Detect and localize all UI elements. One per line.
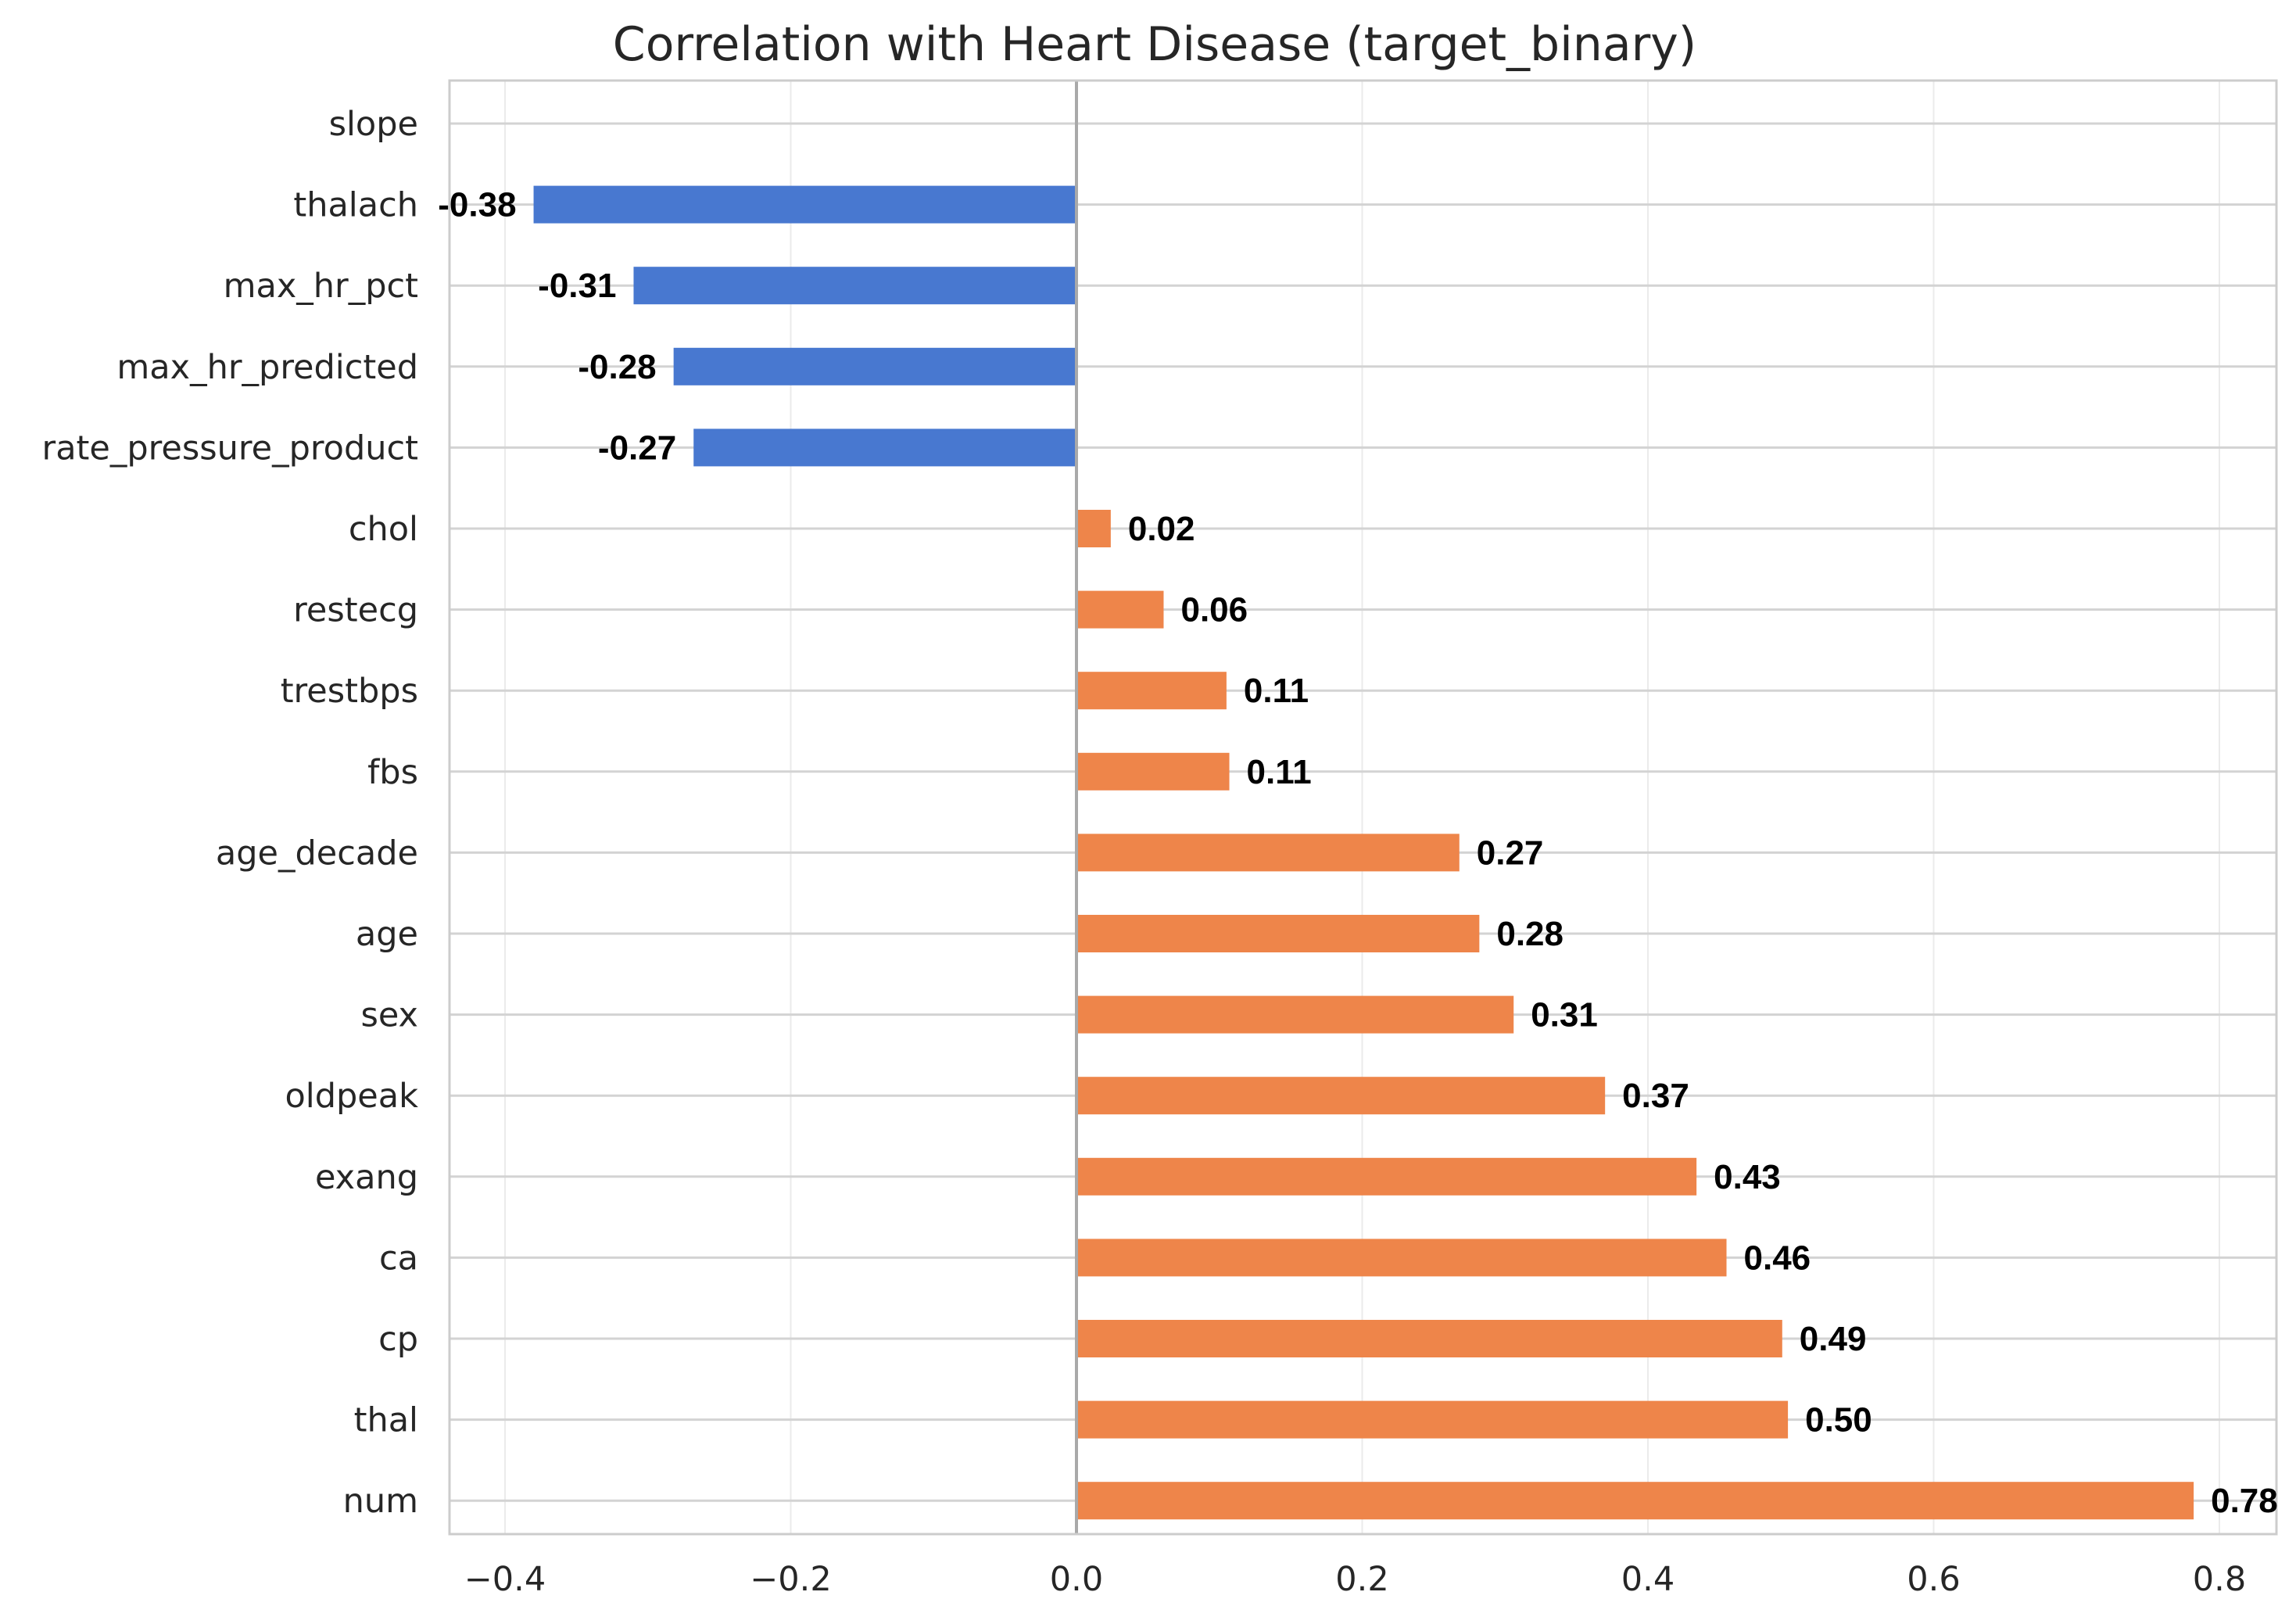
value-label-ca: 0.46	[1744, 1239, 1811, 1277]
category-label-num: num	[343, 1482, 418, 1521]
category-label-rate_pressure_product: rate_pressure_product	[42, 428, 418, 468]
category-label-chol: chol	[349, 510, 418, 549]
value-label-age_decade: 0.27	[1477, 834, 1544, 872]
category-label-oldpeak: oldpeak	[285, 1077, 418, 1116]
category-label-cp: cp	[378, 1320, 418, 1359]
x-tick-label-1: −0.2	[750, 1560, 831, 1599]
x-tick-label-0: −0.4	[464, 1560, 546, 1599]
bar-fbs	[1076, 752, 1230, 791]
category-label-ca: ca	[379, 1239, 418, 1278]
value-label-cp: 0.49	[1800, 1320, 1867, 1358]
category-label-thalach: thalach	[293, 186, 418, 225]
category-label-max_hr_pct: max_hr_pct	[224, 267, 418, 306]
x-axis-tick-labels: −0.4 −0.2 0.0 0.2 0.4 0.6 0.8	[464, 1560, 2246, 1599]
value-label-max_hr_predicted: -0.28	[578, 348, 656, 386]
category-label-sex: sex	[360, 996, 418, 1035]
value-label-trestbps: 0.11	[1244, 672, 1309, 710]
category-label-age: age	[356, 915, 418, 954]
value-label-chol: 0.02	[1128, 510, 1195, 548]
plot-area-frame	[448, 79, 2278, 1536]
value-label-fbs: 0.11	[1247, 753, 1312, 791]
bar-exang	[1076, 1157, 1697, 1196]
category-label-slope: slope	[329, 105, 418, 144]
x-tick-label-3: 0.2	[1335, 1560, 1388, 1599]
category-labels: slope thalach max_hr_pct max_hr_predictedra…	[42, 105, 419, 1521]
category-label-thal: thal	[354, 1401, 418, 1440]
bar-chol	[1076, 510, 1111, 547]
value-label-thalach: -0.38	[438, 186, 516, 224]
x-tick-label-2: 0.0	[1050, 1560, 1103, 1599]
bar-age	[1076, 915, 1480, 952]
chart-title: Correlation with Heart Disease (target_b…	[613, 17, 1696, 72]
category-label-exang: exang	[315, 1158, 418, 1197]
bar-max_hr_pct	[633, 267, 1076, 305]
bar-num	[1076, 1482, 2194, 1520]
category-label-restecg: restecg	[293, 591, 418, 630]
x-tick-label-5: 0.6	[1907, 1560, 1960, 1599]
value-label-num: 0.78	[2211, 1482, 2278, 1520]
value-label-restecg: 0.06	[1180, 591, 1248, 629]
value-label-max_hr_pct: -0.31	[538, 267, 616, 305]
x-tick-label-4: 0.4	[1621, 1560, 1675, 1599]
bar-trestbps	[1076, 672, 1227, 710]
value-label-exang: 0.43	[1714, 1158, 1781, 1196]
value-label-sex: 0.31	[1531, 996, 1598, 1034]
value-label-thal: 0.50	[1805, 1401, 1872, 1440]
bar-max_hr_predicted	[673, 347, 1076, 385]
category-label-age_decade: age_decade	[216, 834, 418, 873]
category-label-max_hr_predicted: max_hr_predicted	[116, 348, 418, 387]
bar-rate_pressure_product	[693, 428, 1076, 467]
value-labels: -0.38 -0.31 -0.28 -0.27 0.02 0.06 0.11 0.11 0.27…	[438, 186, 2277, 1521]
value-label-age: 0.28	[1496, 915, 1564, 953]
bars	[533, 185, 2194, 1520]
bar-cp	[1076, 1320, 1782, 1357]
value-label-rate_pressure_product: -0.27	[598, 428, 676, 467]
value-label-oldpeak: 0.37	[1622, 1077, 1689, 1115]
category-label-trestbps: trestbps	[281, 672, 418, 711]
bar-thalach	[533, 185, 1076, 224]
bar-restecg	[1076, 590, 1164, 629]
bar-age_decade	[1076, 834, 1460, 872]
bar-sex	[1076, 995, 1514, 1034]
bar-thal	[1076, 1400, 1789, 1439]
bar-oldpeak	[1076, 1077, 1606, 1115]
bar-ca	[1076, 1239, 1727, 1277]
x-tick-label-6: 0.8	[2193, 1560, 2246, 1599]
category-label-fbs: fbs	[367, 753, 418, 792]
